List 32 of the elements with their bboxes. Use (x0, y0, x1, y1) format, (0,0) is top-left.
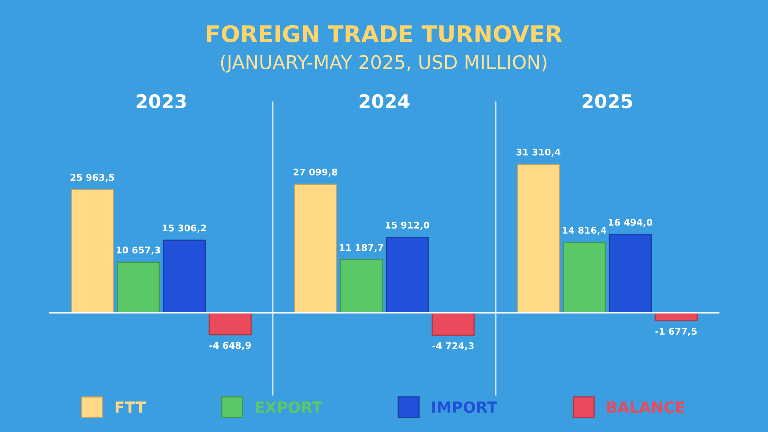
data-label: 31 310,4 (516, 148, 561, 157)
chart-title: FOREIGN TRADE TURNOVER (207, 25, 562, 43)
bar (340, 259, 384, 314)
data-label: 15 306,2 (163, 224, 206, 233)
bar (608, 234, 652, 314)
legend-label: EXPORT (256, 402, 322, 414)
data-label: 15 912,0 (386, 222, 430, 230)
data-label: 27 099,8 (294, 168, 338, 177)
bar (386, 236, 429, 314)
data-label: 16 494,0 (609, 219, 653, 228)
data-label: 11 187,7 (340, 244, 384, 252)
data-label: -1 677,5 (656, 328, 697, 336)
data-label: 14 816,4 (563, 227, 607, 236)
chart-subtitle: (JANUARY-MAY 2025, USD MILLION) (221, 54, 547, 73)
data-label: -4 724,3 (432, 342, 474, 351)
bar (294, 184, 338, 314)
bar (117, 262, 160, 314)
x-tick-label: 2024 (360, 94, 410, 109)
bar (517, 164, 560, 314)
bar (432, 312, 475, 336)
data-label: -4 648,9 (210, 342, 252, 350)
data-label: 10 657,3 (117, 246, 160, 255)
legend-label: BALANCE (607, 402, 684, 414)
legend-label: IMPORT (432, 402, 498, 414)
bar (162, 240, 206, 314)
bar (208, 312, 252, 336)
x-tick-label: 2025 (582, 94, 632, 109)
bar (563, 242, 606, 314)
legend-label: FTT (116, 402, 146, 413)
x-tick-label: 2023 (136, 94, 186, 109)
data-label: 25 963,5 (70, 174, 114, 182)
bar (71, 189, 114, 314)
